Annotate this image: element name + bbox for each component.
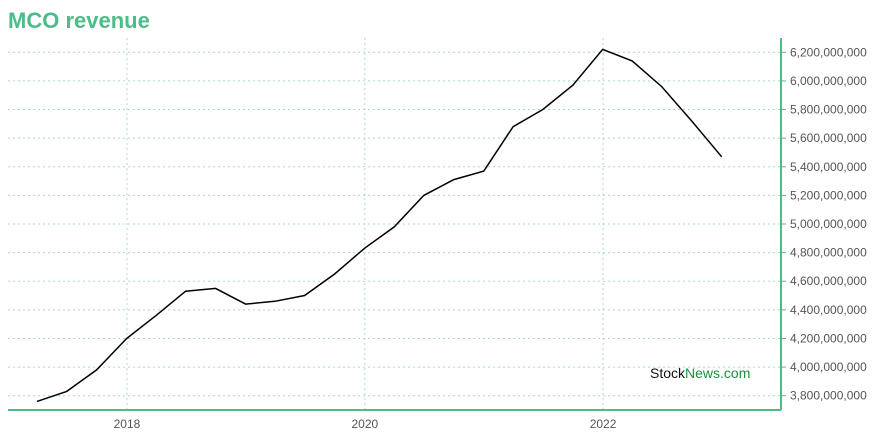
- watermark-logo[interactable]: StockNews.com: [650, 365, 750, 381]
- watermark-part-2: News: [685, 365, 721, 381]
- y-tick-label: 6,000,000,000: [790, 74, 867, 88]
- watermark-part-1: Stock: [650, 365, 686, 381]
- y-tick-label: 4,600,000,000: [790, 274, 867, 288]
- y-tick-label: 4,800,000,000: [790, 246, 867, 260]
- y-tick-label: 3,800,000,000: [790, 389, 867, 403]
- x-tick-label: 2018: [114, 417, 141, 431]
- x-tick-label: 2020: [351, 417, 378, 431]
- y-tick-label: 4,200,000,000: [790, 331, 867, 345]
- watermark-part-3: .com: [720, 365, 751, 381]
- y-axis-ticks: 3,800,000,000 4,000,000,000 4,200,000,000 4…: [781, 45, 867, 403]
- chart-title: MCO revenue: [8, 8, 150, 33]
- revenue-series-line: [36, 48, 723, 403]
- y-tick-label: 5,000,000,000: [790, 217, 867, 231]
- y-tick-label: 5,800,000,000: [790, 103, 867, 117]
- y-tick-label: 5,400,000,000: [790, 160, 867, 174]
- y-tick-label: 6,200,000,000: [790, 45, 867, 59]
- y-tick-label: 4,000,000,000: [790, 360, 867, 374]
- x-axis-ticks: 2018 2020 2022: [114, 417, 617, 431]
- y-tick-label: 5,200,000,000: [790, 188, 867, 202]
- x-tick-label: 2022: [590, 417, 617, 431]
- grid-lines: [8, 38, 781, 410]
- y-tick-label: 5,600,000,000: [790, 131, 867, 145]
- y-tick-label: 4,400,000,000: [790, 303, 867, 317]
